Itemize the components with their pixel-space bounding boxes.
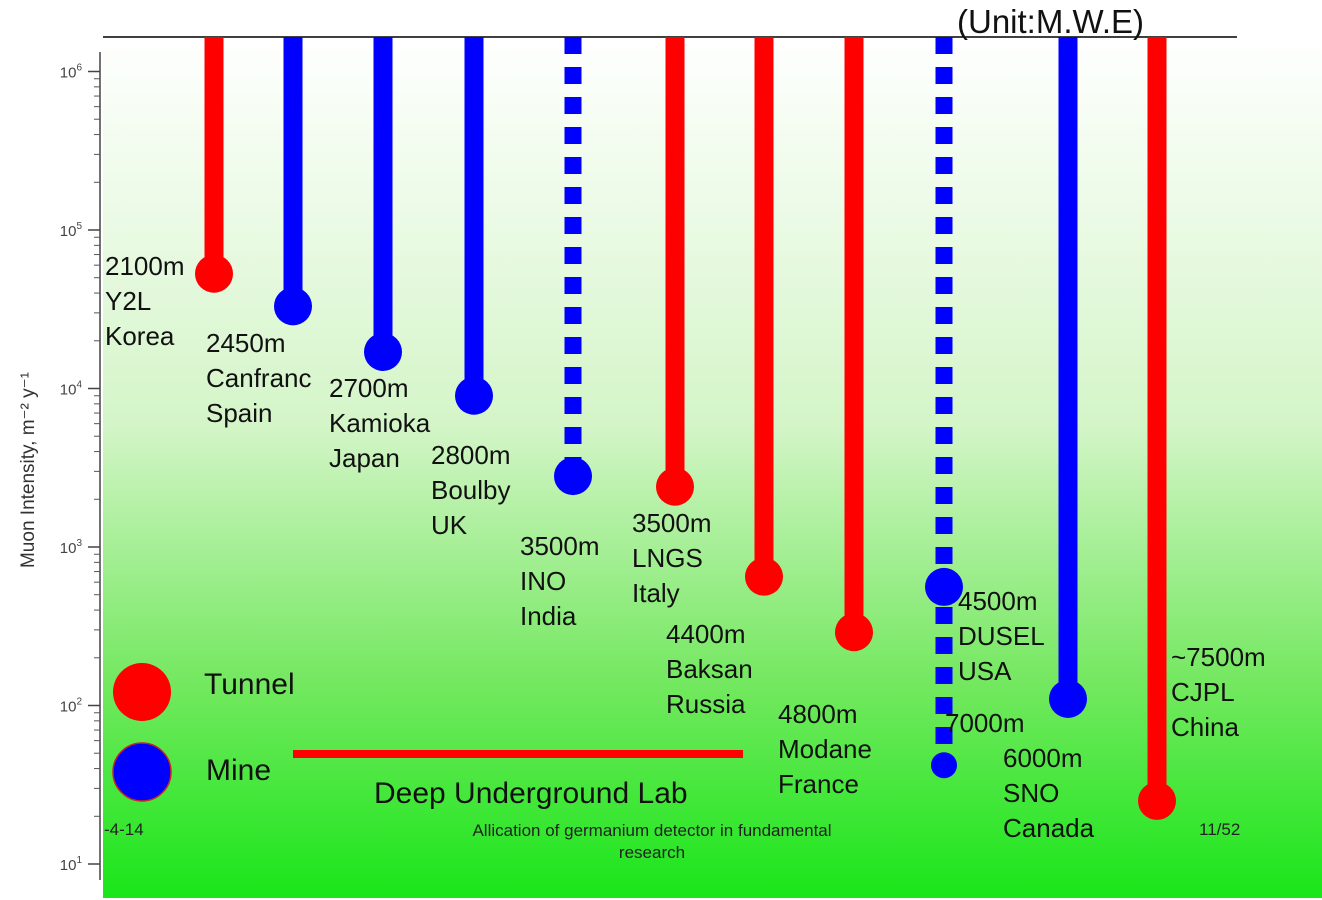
site-label-y2l: 2100m Y2L Korea — [105, 249, 185, 354]
site-label-lngs: 3500m LNGS Italy — [632, 506, 712, 611]
site-depth: 7000m — [945, 708, 1025, 738]
site-name: Baksan — [666, 654, 753, 684]
site-label-canfranc: 2450m Canfranc Spain — [206, 326, 312, 431]
site-name: INO — [520, 566, 567, 596]
site-label-boulby: 2800m Boulby UK — [431, 438, 511, 543]
site-point-dusel-extension — [931, 752, 957, 779]
site-label-ino: 3500m INO India — [520, 529, 600, 634]
site-label-kamioka: 2700m Kamioka Japan — [329, 371, 430, 476]
site-label-modane: 4800m Modane France — [778, 697, 872, 802]
site-marks — [195, 37, 1176, 820]
site-depth: 4800m — [778, 699, 858, 729]
footer-date: -4-14 — [104, 820, 144, 839]
site-depth: 2700m — [329, 373, 409, 403]
site-depth: 3500m — [520, 531, 600, 561]
site-point-lngs — [656, 467, 694, 506]
site-point-ino — [554, 457, 592, 496]
site-point-sno — [1049, 679, 1087, 718]
legend-mine-label: Mine — [206, 754, 272, 787]
site-country: India — [520, 601, 577, 631]
site-name: Y2L — [105, 286, 152, 316]
y-tick-label: 104 — [60, 380, 83, 399]
site-point-boulby — [455, 376, 493, 415]
site-country: China — [1171, 712, 1239, 742]
y-tick-label: 102 — [60, 697, 83, 716]
site-name: DUSEL — [958, 621, 1045, 651]
site-point-kamioka — [364, 332, 402, 371]
site-country: USA — [958, 656, 1012, 686]
y-tick-label: 101 — [60, 855, 83, 874]
left-margin — [0, 36, 103, 900]
site-depth: 4500m — [958, 586, 1038, 616]
site-country: France — [778, 769, 859, 799]
site-name: SNO — [1003, 778, 1060, 808]
site-country: Spain — [206, 398, 273, 428]
site-point-dusel — [925, 567, 963, 606]
site-name: Boulby — [431, 475, 511, 505]
site-country: Italy — [632, 578, 680, 608]
site-label-sno: 6000m SNO Canada — [1003, 741, 1094, 846]
legend-mine-marker — [112, 742, 172, 802]
site-depth: 2800m — [431, 440, 511, 470]
footer-title: Allication of germanium detector in fund… — [472, 821, 832, 862]
deep-underground-lab-label: Deep Underground Lab — [374, 777, 688, 810]
site-depth: 2450m — [206, 328, 286, 358]
y-ticks: 101 102 103 104 105 106 — [60, 63, 100, 874]
site-point-cjpl — [1138, 781, 1176, 820]
y-tick-label: 103 — [60, 538, 83, 557]
site-depth: 4400m — [666, 619, 746, 649]
site-country: Japan — [329, 443, 400, 473]
site-label-cjpl: ~7500m CJPL China — [1171, 640, 1266, 745]
site-label-baksan: 4400m Baksan Russia — [666, 617, 753, 722]
site-name: LNGS — [632, 543, 703, 573]
site-name: Modane — [778, 734, 872, 764]
site-name: Kamioka — [329, 408, 431, 438]
site-country: Canada — [1003, 813, 1095, 843]
site-label-dusel-7000: 7000m — [945, 706, 1025, 741]
site-point-modane — [835, 613, 873, 652]
site-depth: 6000m — [1003, 743, 1083, 773]
site-point-baksan — [745, 557, 783, 596]
site-country: UK — [431, 510, 468, 540]
site-name: CJPL — [1171, 677, 1235, 707]
site-label-dusel: 4500m DUSEL USA — [958, 584, 1045, 689]
y-tick-label: 105 — [60, 221, 83, 240]
legend-tunnel-label: Tunnel — [204, 668, 295, 701]
site-name: Canfranc — [206, 363, 312, 393]
site-country: Korea — [105, 321, 175, 351]
footer-page-number: 11/52 — [1199, 820, 1241, 839]
site-depth: 2100m — [105, 251, 185, 281]
site-depth: ~7500m — [1171, 642, 1266, 672]
y-axis-label: Muon Intensity, m⁻² y⁻¹ — [18, 372, 39, 568]
unit-label: (Unit:M.W.E) — [957, 3, 1144, 40]
site-depth: 3500m — [632, 508, 712, 538]
legend-tunnel-marker — [113, 663, 171, 721]
y-tick-label: 106 — [60, 63, 83, 82]
site-point-y2l — [195, 254, 233, 293]
site-point-canfranc — [274, 287, 312, 326]
site-country: Russia — [666, 689, 746, 719]
